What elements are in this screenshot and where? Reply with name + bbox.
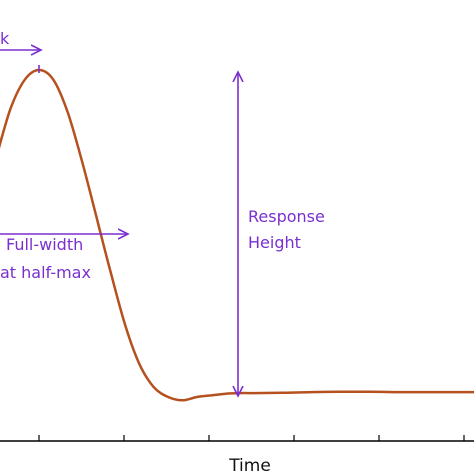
x-axis-ticks <box>38 435 465 441</box>
time-to-peak-label: k <box>0 29 10 48</box>
response-height-label-line1: Response <box>248 207 325 226</box>
response-curve <box>0 68 474 402</box>
response-height-label-line2: Height <box>248 233 301 252</box>
fwhm-label-line2: at half-max <box>0 263 91 282</box>
x-axis-label: Time <box>228 456 271 474</box>
fwhm-label-line1: Full-width <box>6 235 83 254</box>
